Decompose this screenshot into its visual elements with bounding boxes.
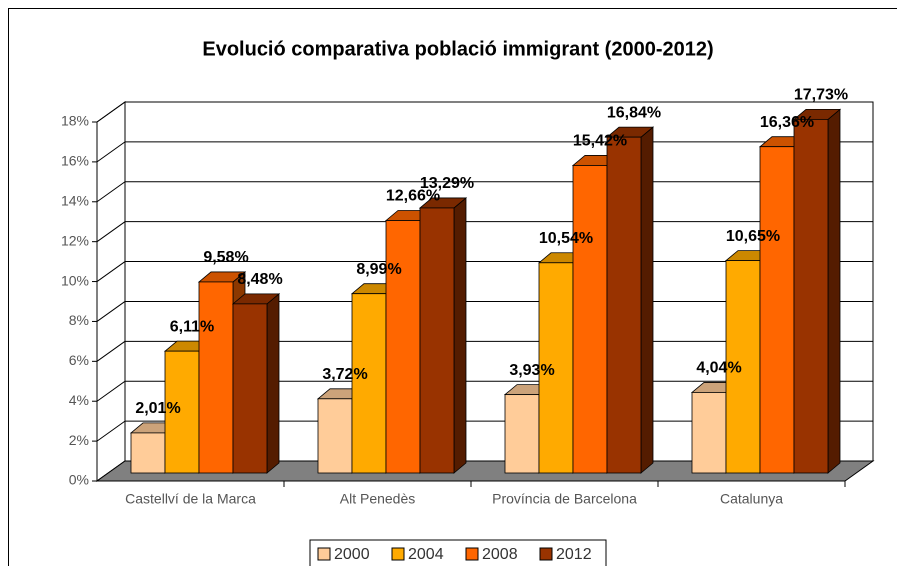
legend-label: 2012 <box>556 546 592 563</box>
data-label: 13,29% <box>420 175 474 192</box>
bar-group <box>231 293 281 474</box>
bar <box>759 146 795 474</box>
data-label: 12,66% <box>386 188 440 205</box>
data-label: 6,11% <box>170 318 214 335</box>
y-tick-label: 10% <box>61 272 89 288</box>
y-tick-label: 18% <box>61 113 89 129</box>
data-label: 16,84% <box>607 104 661 121</box>
y-tick-label: 4% <box>69 392 89 408</box>
bar <box>793 118 829 474</box>
bar <box>198 281 234 474</box>
bar-side <box>827 108 841 474</box>
data-label: 8,48% <box>237 271 282 288</box>
y-tick-label: 6% <box>69 352 89 368</box>
legend-label: 2000 <box>334 546 370 563</box>
y-tick-label: 16% <box>61 153 89 169</box>
legend-swatch <box>317 547 331 561</box>
data-label: 10,54% <box>539 230 593 247</box>
data-label: 16,36% <box>760 114 814 131</box>
bar <box>351 293 387 474</box>
bar <box>385 220 421 474</box>
legend-swatch <box>391 547 405 561</box>
legend-label: 2008 <box>482 546 518 563</box>
bar <box>130 432 166 474</box>
x-tick-label: Catalunya <box>720 491 783 507</box>
y-tick-label: 8% <box>69 312 89 328</box>
bar <box>232 303 268 474</box>
x-tick-label: Castellví de la Marca <box>125 491 256 507</box>
grid-line-side <box>96 181 126 203</box>
grid-line-side <box>96 101 126 123</box>
y-tick-label: 2% <box>69 432 89 448</box>
x-tick-label: Alt Penedès <box>340 491 416 507</box>
legend: 2000 2004 2008 2012 <box>309 539 607 566</box>
bar-side <box>266 293 280 474</box>
bar <box>164 350 200 474</box>
y-tick-label: 12% <box>61 232 89 248</box>
grid-line-side <box>96 141 126 163</box>
grid-line-side <box>96 221 126 243</box>
grid-line-side <box>96 261 126 282</box>
legend-label: 2004 <box>408 546 444 563</box>
bar <box>504 394 540 474</box>
bar <box>572 165 608 474</box>
bar <box>691 392 727 474</box>
x-tick-label: Província de Barcelona <box>492 491 637 507</box>
grid-line-side <box>96 301 126 322</box>
legend-box <box>309 539 607 566</box>
grid-line-side <box>96 380 126 402</box>
bar-side <box>453 197 467 474</box>
y-tick-label: 0% <box>69 472 89 488</box>
y-tick-label: 14% <box>61 192 89 208</box>
bar-group <box>418 197 468 474</box>
data-label: 8,99% <box>356 261 401 278</box>
bar-side <box>640 126 654 474</box>
data-label: 4,04% <box>696 360 741 377</box>
data-label: 3,93% <box>509 362 554 379</box>
legend-swatch <box>465 547 479 561</box>
data-label: 10,65% <box>726 228 780 245</box>
data-label: 3,72% <box>322 366 367 383</box>
bar <box>419 207 455 474</box>
chart-title: Evolució comparativa població immigrant … <box>202 38 713 60</box>
bar-group <box>792 108 842 474</box>
legend-swatch <box>539 547 553 561</box>
grid-line-side <box>96 340 126 362</box>
bar <box>725 260 761 474</box>
bar <box>606 136 642 474</box>
bar <box>538 262 574 474</box>
bar-group <box>605 126 655 474</box>
data-label: 2,01% <box>135 400 180 417</box>
bar <box>317 398 353 474</box>
data-label: 17,73% <box>794 87 848 104</box>
grid-line-side <box>96 420 126 442</box>
data-label: 9,58% <box>203 249 248 266</box>
data-label: 15,42% <box>573 133 627 150</box>
